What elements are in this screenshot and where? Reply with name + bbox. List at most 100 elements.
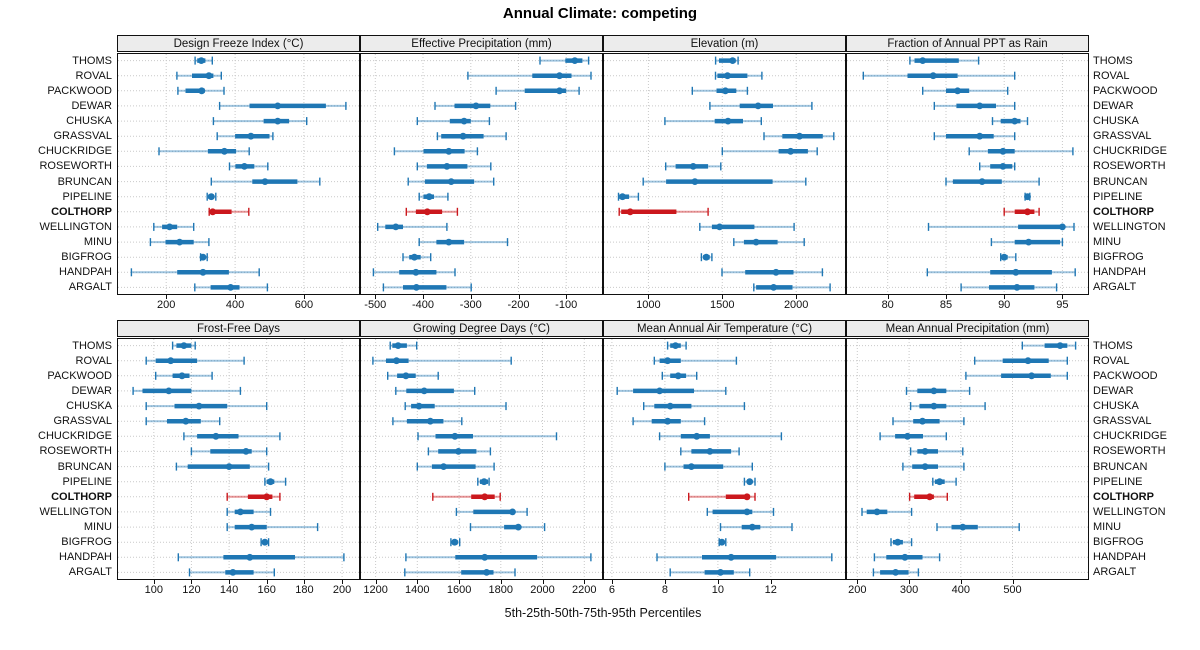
x-tick-mark	[717, 580, 719, 584]
site-label-left: HANDPAH	[59, 266, 112, 279]
series-handpah	[372, 268, 456, 277]
x-tick-label: 80	[881, 299, 894, 311]
series-packwood	[921, 86, 1009, 95]
site-label-left: BRUNCAN	[57, 175, 112, 188]
x-tick-mark	[470, 295, 472, 299]
x-tick-label: 90	[998, 299, 1011, 311]
series-dewar	[905, 386, 971, 395]
series-chuska	[416, 117, 491, 126]
series-roval	[467, 71, 592, 80]
x-tick-mark	[960, 580, 962, 584]
site-label-left: WELLINGTON	[39, 505, 112, 518]
site-label-left: DEWAR	[71, 384, 112, 397]
x-tick-label: 300	[899, 584, 919, 596]
series-colthorp	[405, 207, 459, 216]
series-bigfrog	[718, 538, 727, 547]
series-chuckridge	[658, 432, 783, 441]
site-label-right: ARGALT	[1093, 566, 1137, 579]
series-minu	[226, 523, 319, 532]
x-tick-label: 1200	[363, 584, 388, 596]
series-colthorp	[432, 492, 501, 501]
x-tick-label: 95	[1056, 299, 1069, 311]
series-argalt	[188, 568, 276, 577]
site-label-right: BIGFROG	[1093, 536, 1144, 549]
x-tick-mark	[664, 580, 666, 584]
x-tick-mark	[153, 580, 155, 584]
site-label-left: BRUNCAN	[57, 460, 112, 473]
site-label-right: HANDPAH	[1093, 551, 1146, 564]
series-thoms	[389, 341, 418, 350]
series-chuckridge	[158, 147, 250, 156]
series-roseworth	[909, 447, 964, 456]
series-dewar	[395, 386, 476, 395]
site-label-right: GRASSVAL	[1093, 415, 1152, 428]
x-axis: 1200 1400 1600 1800 2000 2200	[360, 580, 603, 600]
series-bigfrog	[450, 538, 461, 547]
series-dewar	[616, 386, 727, 395]
series-roseworth	[665, 162, 722, 171]
series-grassval	[216, 132, 274, 141]
site-label-right: THOMS	[1093, 54, 1133, 67]
site-label-right: ROSEWORTH	[1093, 445, 1166, 458]
x-tick-label: 10	[711, 584, 725, 596]
series-colthorp	[226, 492, 281, 501]
series-bruncan	[664, 462, 754, 471]
panel-plot	[603, 53, 846, 295]
series-wellington	[153, 222, 195, 231]
site-label-left: COLTHORP	[51, 490, 112, 503]
series-roseworth	[228, 162, 269, 171]
series-grassval	[763, 132, 835, 141]
site-label-left: PIPELINE	[62, 190, 112, 203]
series-bigfrog	[700, 253, 713, 262]
site-label-right: ROVAL	[1093, 69, 1130, 82]
series-wellington	[455, 507, 528, 516]
x-tick-mark	[500, 580, 502, 584]
series-thoms	[539, 56, 590, 65]
series-dewar	[933, 101, 1016, 110]
site-label-left: ROSEWORTH	[39, 445, 112, 458]
panel-title: Mean Annual Air Temperature (°C)	[603, 320, 846, 337]
x-tick-mark	[375, 295, 377, 299]
series-minu	[719, 523, 793, 532]
site-label-right: GRASSVAL	[1093, 130, 1152, 143]
x-tick-mark	[611, 580, 613, 584]
site-label-left: ROSEWORTH	[39, 160, 112, 173]
series-roval	[176, 71, 223, 80]
site-label-left: PACKWOOD	[47, 369, 112, 382]
site-label-left: ROVAL	[75, 354, 112, 367]
x-tick-label: 1600	[446, 584, 472, 596]
site-label-left: GRASSVAL	[53, 415, 113, 428]
panel-plot	[603, 338, 846, 580]
series-grassval	[933, 132, 1016, 141]
series-thoms	[1021, 341, 1077, 350]
site-label-right: COLTHORP	[1093, 490, 1154, 503]
x-axis: -500 -400 -300 -200 -100	[360, 295, 603, 315]
series-wellington	[927, 222, 1075, 231]
series-chuckridge	[393, 147, 479, 156]
x-tick-mark	[417, 580, 419, 584]
panel-plot	[117, 53, 360, 295]
x-tick-mark	[423, 295, 424, 299]
series-wellington	[861, 507, 913, 516]
x-tick-label: 100	[144, 584, 163, 596]
series-pipeline	[418, 192, 449, 201]
series-pipeline	[206, 192, 217, 201]
series-argalt	[753, 283, 831, 292]
series-roval	[714, 71, 763, 80]
series-minu	[149, 238, 210, 247]
x-tick-mark	[770, 580, 772, 584]
site-label-right: WELLINGTON	[1093, 220, 1166, 233]
series-grassval	[892, 417, 965, 426]
series-handpah	[405, 553, 592, 562]
series-handpah	[873, 553, 941, 562]
series-roval	[145, 356, 245, 365]
series-thoms	[194, 56, 214, 65]
site-label-left: CHUCKRIDGE	[38, 430, 112, 443]
series-colthorp	[1003, 207, 1040, 216]
series-chuska	[145, 402, 268, 411]
x-tick-mark	[1004, 295, 1006, 299]
series-chuckridge	[968, 147, 1074, 156]
x-tick-label: 600	[294, 299, 314, 311]
x-axis: 100 120 140 160 180 200	[117, 580, 360, 600]
series-argalt	[872, 568, 920, 577]
